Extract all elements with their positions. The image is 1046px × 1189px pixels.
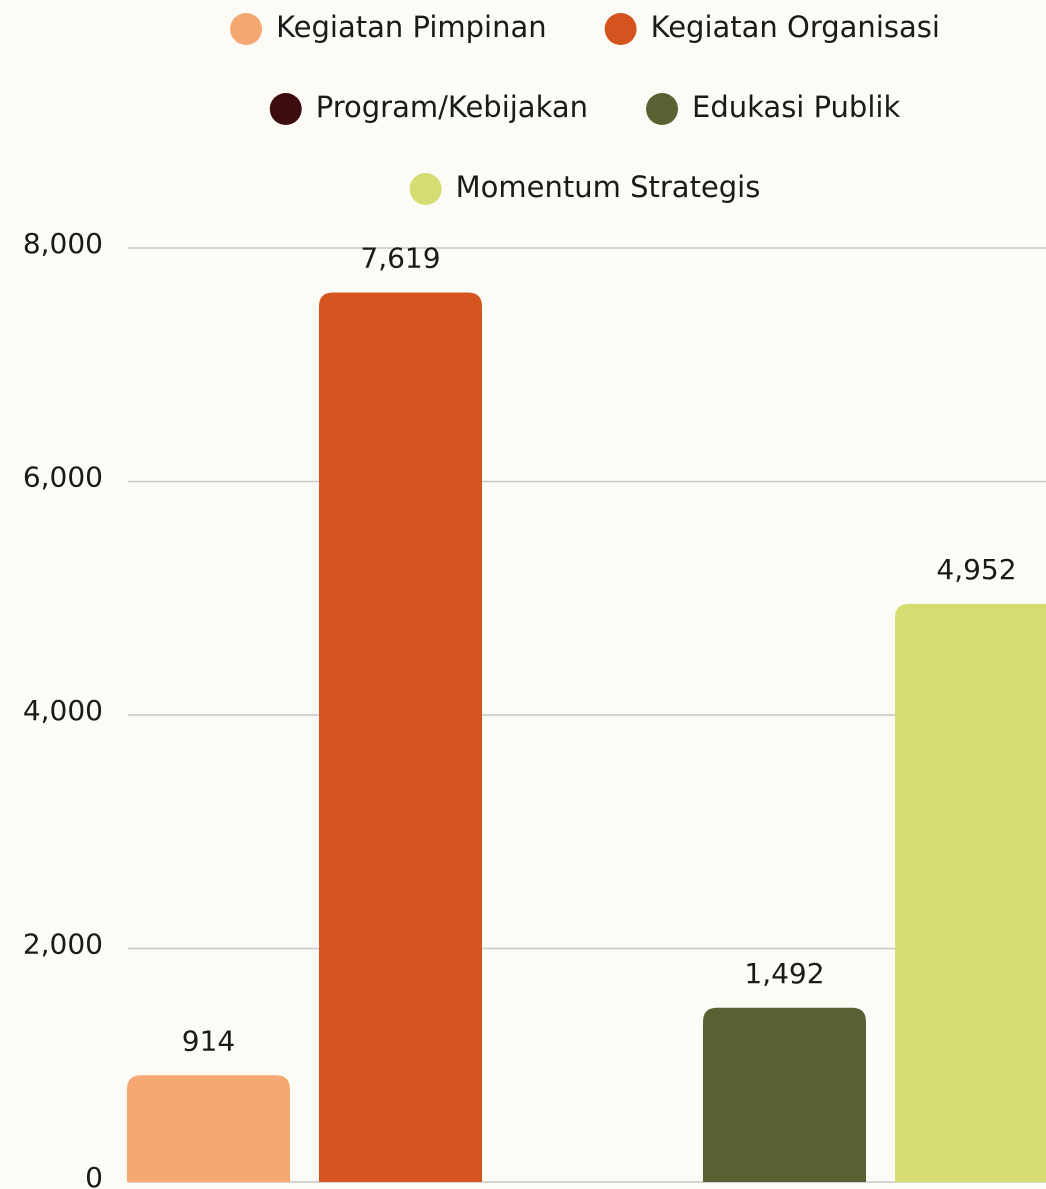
bar bbox=[895, 603, 1046, 1182]
data-label: 7,619 bbox=[360, 241, 440, 274]
legend-label: Program/Kebijakan bbox=[316, 90, 588, 124]
data-label: 914 bbox=[182, 1024, 235, 1057]
bar bbox=[127, 1075, 290, 1182]
y-tick-label: 2,000 bbox=[23, 928, 103, 961]
legend-row: Program/Kebijakan Edukasi Publik bbox=[269, 90, 900, 125]
y-tick-label: 4,000 bbox=[23, 694, 103, 727]
legend-swatch bbox=[269, 93, 302, 125]
data-label: 4,952 bbox=[936, 553, 1016, 586]
legend-label: Momentum Strategis bbox=[456, 170, 761, 204]
legend-label: Kegiatan Organisasi bbox=[651, 10, 940, 44]
legend-row: Kegiatan Pimpinan Kegiatan Organisasi bbox=[230, 10, 940, 45]
y-tick-label: 8,000 bbox=[23, 227, 103, 260]
bar bbox=[703, 1007, 866, 1182]
legend-swatch bbox=[409, 173, 442, 205]
y-tick-label: 6,000 bbox=[23, 461, 103, 494]
bar bbox=[319, 292, 482, 1182]
data-label: 1,492 bbox=[744, 957, 824, 990]
y-tick-label: 0 bbox=[85, 1161, 103, 1189]
legend-swatch bbox=[604, 13, 637, 45]
legend-row: Momentum Strategis bbox=[409, 170, 761, 205]
legend-swatch bbox=[230, 13, 263, 45]
legend-label: Kegiatan Pimpinan bbox=[276, 10, 547, 44]
legend-label: Edukasi Publik bbox=[692, 90, 900, 124]
legend-swatch bbox=[646, 93, 679, 125]
